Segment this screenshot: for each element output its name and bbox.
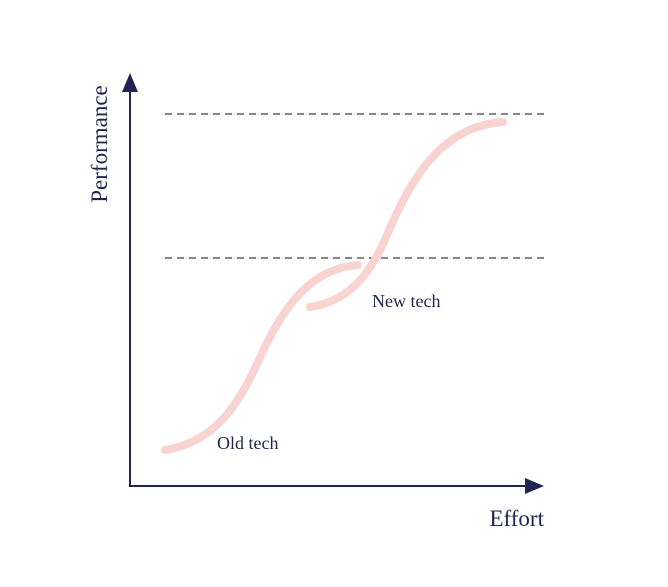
old-tech-curve	[161, 261, 362, 454]
x-axis-arrow	[525, 478, 544, 494]
y-axis-arrow	[122, 73, 138, 92]
curve-label: Old tech	[217, 433, 278, 453]
y-axis-label: Performance	[87, 85, 112, 203]
curve-label: New tech	[372, 291, 440, 311]
new-tech-curve	[306, 118, 507, 311]
x-axis-label: Effort	[489, 506, 544, 531]
